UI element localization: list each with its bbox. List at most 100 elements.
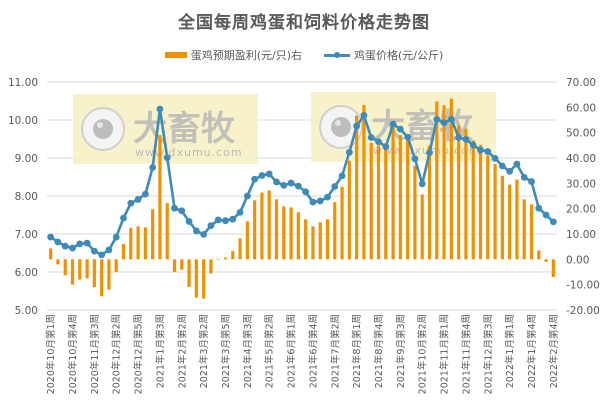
x-axis-tick: 2021年8月第4周 [373,314,385,388]
right-axis-tick: 50.00 [566,128,596,140]
egg-price-marker [214,216,222,224]
profit-bar [245,221,249,260]
legend-label-profit: 蛋鸡预期盈利(元/只)右 [190,49,302,62]
profit-bar [406,136,410,260]
profit-bar [253,200,257,260]
egg-price-marker [331,183,339,190]
profit-bar [231,250,235,260]
x-axis-tick: 2021年4月第3周 [242,314,254,388]
right-axis-tick: 0.00 [566,254,589,266]
watermark-url: www.dxumu.com [135,146,243,159]
left-axis-tick: 10.00 [8,115,38,127]
eye-pupil-icon [93,119,113,139]
profit-bar [289,207,293,260]
profit-bar [100,259,104,297]
egg-price-marker [484,148,492,155]
profit-bar [143,227,147,260]
egg-price-marker [447,115,455,123]
legend-item-egg-price[interactable]: 鸡蛋价格(元/公斤) [324,47,443,63]
x-axis-tick: 2020年10月第4周 [67,314,79,394]
egg-price-marker [528,178,535,185]
right-axis-tick: 30.00 [566,178,596,190]
profit-bar [318,222,322,260]
egg-price-marker [47,233,55,241]
egg-price-marker [353,122,361,130]
x-axis-tick: 2021年12月第3周 [482,314,494,394]
profit-bar [107,259,111,290]
profit-bar [70,259,75,285]
line-marker-swatch-icon [324,51,350,59]
egg-price-marker [316,197,324,205]
profit-bar [129,227,133,260]
egg-price-marker [309,198,317,206]
profit-bar [544,259,548,262]
profit-bar [158,135,162,260]
profit-bar [500,175,504,260]
egg-price-marker [127,199,135,207]
egg-price-marker [455,134,463,141]
egg-price-marker [243,192,251,200]
egg-price-marker [498,162,506,170]
profit-bar [121,244,126,260]
eye-highlight-icon [97,122,103,128]
x-axis: 2020年10月第1周 2020年10月第4周 2020年11月第3周 2020年12… [45,314,560,394]
x-axis-tick: 2021年7月第2周 [329,314,341,388]
egg-price-marker [200,230,208,238]
egg-price-marker [163,154,171,162]
profit-bar [384,148,388,260]
profit-bar [202,259,206,299]
x-axis-tick: 2020年12月第5周 [133,314,145,394]
profit-bar [151,209,155,260]
egg-price-marker [440,119,448,127]
egg-price-marker [389,120,397,128]
profit-bar [435,101,439,260]
egg-price-marker [251,175,259,183]
profit-bar [223,257,228,260]
profit-bar [493,163,497,260]
profit-bar [362,105,366,260]
right-axis-tick: 10.00 [566,229,596,241]
egg-price-marker [178,207,186,215]
x-axis-tick: 2021年3月第2周 [198,314,210,388]
profit-bar [340,186,344,260]
egg-price-marker [345,148,353,156]
profit-bar [529,204,534,260]
egg-price-marker [535,204,543,212]
profit-bar [136,226,140,260]
x-axis-tick: 2021年8月第1周 [351,314,363,388]
profit-bar [486,155,490,260]
profit-bar [238,238,242,260]
egg-price-marker [236,208,244,216]
egg-price-marker [287,179,295,187]
egg-price-marker [360,112,368,119]
egg-price-marker [54,238,62,246]
right-axis-tick: 20.00 [566,204,596,216]
profit-bars [49,98,555,299]
egg-price-marker [207,222,215,230]
profit-bar [413,165,417,260]
legend-item-profit[interactable]: 蛋鸡预期盈利(元/只)右 [164,47,302,63]
x-axis-tick: 2021年6月第1周 [286,314,298,388]
right-axis-tick: 60.00 [566,102,596,114]
x-axis-tick: 2022年1月第1周 [504,314,516,388]
profit-bar [471,140,475,260]
left-axis-tick: 9.00 [15,153,38,165]
profit-bar [172,259,177,272]
profit-bar [282,206,286,260]
profit-bar [551,259,555,278]
egg-price-marker [83,239,91,247]
profit-bar [376,145,381,260]
egg-price-marker [477,146,484,154]
egg-price-marker [396,125,404,133]
profit-bar [464,128,468,260]
egg-price-marker [513,160,521,168]
left-axis-tick: 11.00 [8,77,38,89]
egg-price-marker [433,115,441,123]
egg-price-marker [156,105,164,113]
profit-bar [369,142,373,260]
egg-price-marker [149,164,157,171]
right-axis-tick: -20.00 [566,305,600,317]
egg-price-marker [76,240,84,248]
